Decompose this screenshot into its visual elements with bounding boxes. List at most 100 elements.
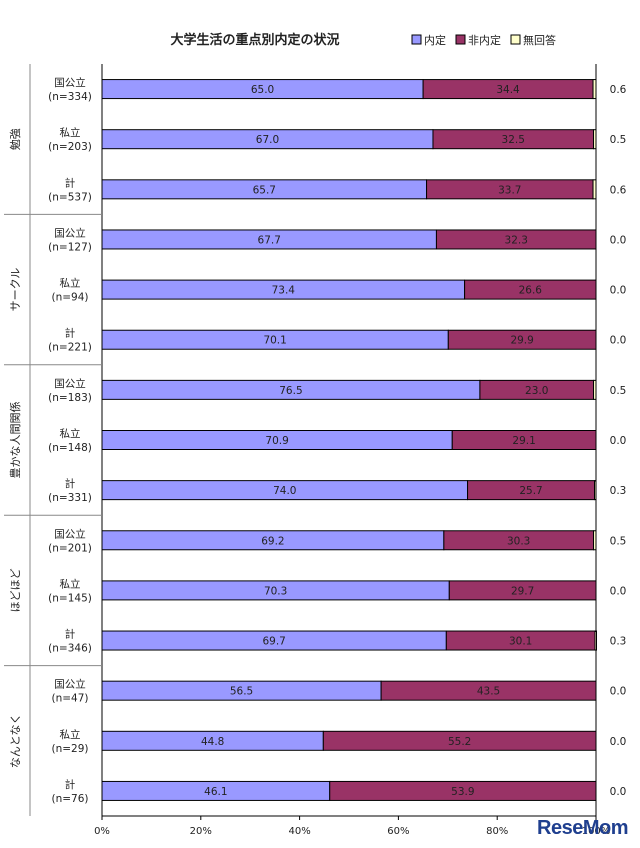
bar-value-label-noanswer: 0.0: [610, 686, 627, 698]
bar-value-label: 29.7: [511, 585, 534, 597]
x-tick-label: 20%: [190, 826, 212, 837]
legend-label-2: 無回答: [523, 33, 556, 47]
row-label: 計: [65, 477, 76, 490]
bar-segment-無回答: [592, 179, 597, 200]
row-n-label: (n=183): [48, 392, 92, 404]
bar-value-label: 43.5: [477, 686, 500, 698]
bar-segment-非内定: [447, 329, 597, 350]
bar-value-label: 33.7: [498, 184, 521, 196]
chart-title: 大学生活の重点別内定の状況: [170, 32, 339, 48]
bar-value-label: 73.4: [272, 285, 296, 297]
bar-value-label: 30.3: [507, 535, 530, 547]
bar-value-label-noanswer: 0.5: [610, 535, 627, 547]
x-tick-label: 40%: [288, 826, 310, 837]
bar-value-label: 44.8: [201, 736, 224, 748]
row-n-label: (n=29): [51, 743, 88, 755]
bar-value-label: 70.1: [263, 335, 286, 347]
bar-segment-無回答: [594, 480, 597, 501]
bar-value-label: 55.2: [448, 736, 471, 748]
legend-label-0: 内定: [424, 33, 446, 47]
x-tick-label: 80%: [486, 826, 508, 837]
bar-segment-無回答: [593, 129, 597, 150]
bar-value-label: 65.0: [251, 84, 274, 96]
group-label-3: ほどほど: [9, 568, 22, 612]
row-n-label: (n=127): [48, 241, 92, 253]
row-label: 私立: [60, 126, 81, 139]
legend-label-1: 非内定: [468, 33, 501, 47]
bar-value-label-noanswer: 0.0: [610, 585, 627, 597]
bar-value-label-noanswer: 0.3: [610, 636, 627, 648]
row-label: 国公立: [54, 377, 86, 390]
bar-value-label-noanswer: 0.0: [610, 786, 627, 798]
bar-value-label-noanswer: 0.0: [610, 285, 627, 297]
row-label: 私立: [60, 728, 81, 741]
row-n-label: (n=203): [48, 141, 92, 153]
bar-segment-非内定: [322, 730, 597, 751]
bar-value-label: 29.9: [510, 335, 533, 347]
row-n-label: (n=148): [48, 442, 92, 454]
bar-segment-無回答: [594, 630, 597, 651]
row-label: 私立: [60, 577, 81, 590]
bar-value-label: 69.2: [261, 535, 284, 547]
bar-value-label-noanswer: 0.0: [610, 435, 627, 447]
bar-value-label: 34.4: [496, 84, 520, 96]
row-label: 国公立: [54, 226, 86, 239]
bar-value-label-noanswer: 0.0: [610, 335, 627, 347]
bar-value-label: 32.3: [505, 234, 528, 246]
bar-value-label: 25.7: [519, 485, 542, 497]
row-n-label: (n=331): [48, 492, 92, 504]
x-tick-label: 60%: [387, 826, 409, 837]
row-label: 私立: [60, 427, 81, 440]
bar-value-label: 70.3: [264, 585, 287, 597]
bar-value-label: 70.9: [265, 435, 288, 447]
group-label-1: サークル: [9, 268, 22, 312]
bar-segment-無回答: [592, 79, 597, 100]
bar-value-label: 67.0: [256, 134, 279, 146]
row-n-label: (n=145): [48, 592, 92, 604]
watermark-logo: ReseMom: [537, 817, 628, 839]
bar-value-label: 74.0: [273, 485, 296, 497]
bar-value-label: 32.5: [502, 134, 525, 146]
row-n-label: (n=94): [51, 292, 88, 304]
group-label-4: なんとなく: [9, 713, 22, 768]
bar-value-label: 23.0: [525, 385, 548, 397]
row-n-label: (n=334): [48, 91, 92, 103]
bar-segment-非内定: [435, 229, 597, 250]
bar-value-label-noanswer: 0.0: [610, 736, 627, 748]
bar-value-label-noanswer: 0.6: [610, 184, 627, 196]
bar-segment-非内定: [380, 680, 597, 701]
bar-value-label: 76.5: [279, 385, 302, 397]
row-label: 国公立: [54, 527, 86, 540]
row-n-label: (n=76): [51, 793, 88, 805]
row-n-label: (n=346): [48, 643, 92, 655]
bar-value-label: 46.1: [204, 786, 227, 798]
row-n-label: (n=47): [51, 693, 88, 705]
row-n-label: (n=201): [48, 542, 92, 554]
bar-value-label: 30.1: [509, 636, 532, 648]
row-label: 計: [65, 176, 76, 189]
bar-value-label-noanswer: 0.5: [610, 134, 627, 146]
row-label: 私立: [60, 277, 81, 290]
row-label: 計: [65, 628, 76, 641]
bar-value-label: 26.6: [519, 285, 543, 297]
bar-segment-非内定: [464, 279, 597, 300]
group-label-2: 豊かな人間関係: [9, 402, 22, 479]
row-label: 計: [65, 327, 76, 340]
bar-value-label: 53.9: [451, 786, 474, 798]
bar-value-label: 65.7: [253, 184, 276, 196]
bar-segment-非内定: [329, 780, 597, 801]
bar-value-label: 56.5: [230, 686, 253, 698]
row-n-label: (n=221): [48, 342, 92, 354]
row-label: 国公立: [54, 678, 86, 691]
x-tick-label: 0%: [94, 826, 110, 837]
bar-value-label-noanswer: 0.6: [610, 84, 627, 96]
x-tick-label: 100%: [582, 826, 611, 837]
bar-segment-非内定: [448, 580, 597, 601]
bar-value-label: 29.1: [512, 435, 535, 447]
bar-segment-無回答: [593, 379, 597, 400]
group-label-0: 勉強: [8, 128, 22, 150]
row-label: 国公立: [54, 76, 86, 89]
bar-value-label-noanswer: 0.5: [610, 385, 627, 397]
row-n-label: (n=537): [48, 191, 92, 203]
